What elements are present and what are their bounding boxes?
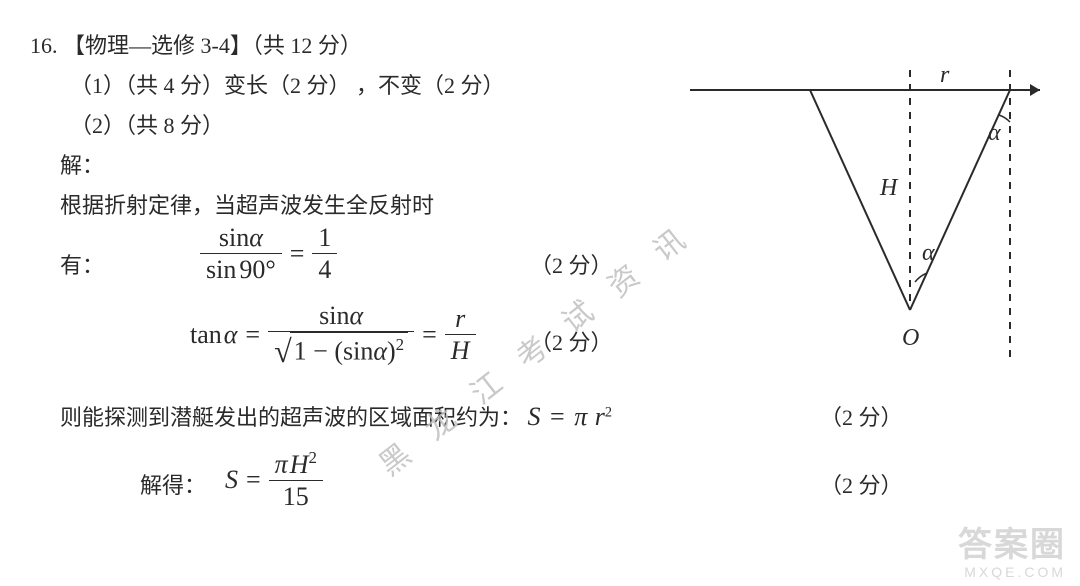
eq2-inner-func: sin — [343, 337, 373, 366]
eq2-minus: − — [313, 337, 328, 366]
equation-1: sinα sin90° = 1 4 — [200, 222, 337, 285]
line-4: 解： — [60, 148, 104, 180]
svg-text:α: α — [922, 240, 935, 266]
eq4-pi: π — [275, 450, 288, 479]
eq2-lp: ( — [334, 337, 343, 366]
eq4-points-text: （2 分） — [820, 473, 903, 498]
line-3-text: （2）（共 8 分） — [70, 113, 224, 138]
eq3-points: （2 分） — [820, 400, 903, 432]
eq4-H: H — [288, 450, 309, 479]
eq2-tan-arg: α — [222, 320, 238, 349]
eq3-r: r — [593, 402, 605, 431]
svg-text:H: H — [879, 175, 899, 201]
eq2-one: 1 — [294, 337, 307, 366]
eq2-equals-1: = — [245, 320, 260, 350]
line-8-text: 则能探测到潜艇发出的超声波的区域面积约为： — [60, 405, 522, 430]
line-9-lead-text: 解得： — [140, 473, 206, 498]
eq1-lhs-frac: sinα sin90° — [200, 222, 282, 285]
equation-2: tanα = sinα √ 1 − (sinα)2 = r H — [190, 300, 476, 369]
corner-mark: 答案圈 MXQE.COM — [958, 527, 1066, 580]
eq2-lhs: tanα — [190, 320, 237, 350]
equation-4: S = πH2 15 — [225, 448, 323, 512]
eq2-points-text: （2 分） — [530, 330, 613, 355]
eq1-num-func: sin — [219, 223, 249, 252]
eq4-exp: 2 — [308, 448, 316, 467]
eq2-mid-num-func: sin — [319, 301, 349, 330]
eq1-num-arg: α — [249, 223, 263, 252]
eq3-exp: 2 — [605, 405, 612, 421]
eq1-den-func: sin — [206, 255, 236, 284]
eq1-points: （2 分） — [530, 248, 613, 280]
eq2-rp: ) — [387, 337, 396, 366]
eq2-rhs-frac: r H — [445, 303, 476, 366]
eq3-pi: π — [574, 402, 587, 431]
eq3-S: S — [528, 402, 541, 431]
line-5-text: 根据折射定律，当超声波发生全反射时 — [60, 193, 434, 218]
eq1-den-arg: 90° — [236, 255, 275, 284]
eq1-rhs-den: 4 — [312, 254, 337, 285]
corner-line2: MXQE.COM — [958, 565, 1066, 580]
line-6-lead: 有： — [60, 248, 104, 280]
line-1: 16. 【物理—选修 3-4】（共 12 分） — [30, 28, 362, 60]
eq2-rhs-den: H — [445, 335, 476, 366]
svg-text:α: α — [988, 120, 1001, 146]
line-8: 则能探测到潜艇发出的超声波的区域面积约为： S = π r2 — [60, 400, 612, 432]
line-1-text: 【物理—选修 3-4】（共 12 分） — [63, 33, 362, 58]
eq2-mid-num-arg: α — [349, 301, 363, 330]
question-number: 16. — [30, 33, 58, 58]
eq1-points-text: （2 分） — [530, 253, 613, 278]
svg-text:r: r — [940, 62, 950, 88]
eq1-rhs-frac: 1 4 — [312, 222, 337, 285]
line-3: （2）（共 8 分） — [70, 108, 224, 140]
eq2-equals-2: = — [422, 320, 437, 350]
eq2-points: （2 分） — [530, 325, 613, 357]
eq4-frac: πH2 15 — [269, 448, 323, 512]
geometry-diagram: r Hα α O — [690, 60, 1050, 365]
eq2-exp: 2 — [396, 335, 404, 354]
eq2-tan: tan — [190, 320, 222, 349]
eq3-eq: = — [546, 402, 569, 431]
page-root: 16. 【物理—选修 3-4】（共 12 分） （1）（共 4 分）变长（2 分… — [0, 0, 1080, 586]
line-5: 根据折射定律，当超声波发生全反射时 — [60, 188, 434, 220]
line-2-text: （1）（共 4 分）变长（2 分） ，不变（2 分） — [70, 73, 505, 98]
eq2-rhs-num: r — [445, 303, 476, 335]
eq4-S: S — [225, 465, 238, 495]
eq4-eq: = — [246, 465, 261, 495]
line-9-lead: 解得： — [140, 468, 206, 500]
eq4-den: 15 — [269, 481, 323, 512]
eq2-mid-frac: sinα √ 1 − (sinα)2 — [268, 300, 414, 369]
line-6-lead-text: 有： — [60, 253, 104, 278]
line-2: （1）（共 4 分）变长（2 分） ，不变（2 分） — [70, 68, 505, 100]
eq3-points-text: （2 分） — [820, 405, 903, 430]
eq2-inner-arg: α — [373, 337, 387, 366]
diagram-svg: r Hα α O — [690, 60, 1050, 360]
eq4-points: （2 分） — [820, 468, 903, 500]
svg-text:O: O — [902, 325, 919, 351]
eq1-rhs-num: 1 — [312, 222, 337, 254]
eq1-equals: = — [290, 239, 305, 269]
eq2-sqrt: √ 1 − (sinα)2 — [274, 332, 408, 367]
line-4-text: 解： — [60, 153, 104, 178]
corner-line1: 答案圈 — [958, 527, 1066, 564]
